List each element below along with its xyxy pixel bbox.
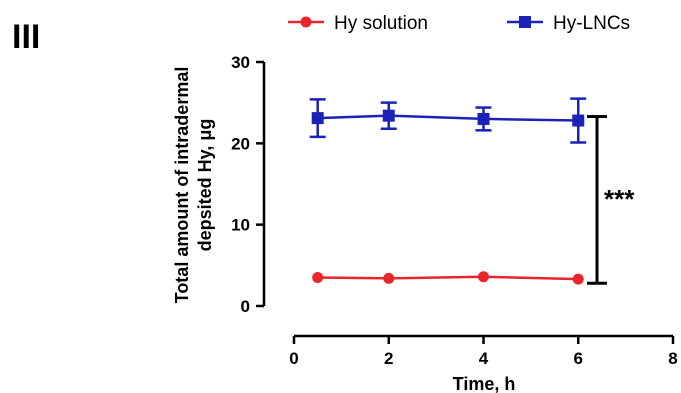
series-1 xyxy=(312,271,584,285)
y-tick-label: 10 xyxy=(231,216,250,235)
series-layer xyxy=(309,97,587,285)
annotation-layer: *** xyxy=(587,114,635,285)
data-point xyxy=(572,273,584,285)
legend-marker xyxy=(300,16,312,28)
legend-entry: Hy-LNCs xyxy=(507,13,630,34)
series-2 xyxy=(309,97,587,144)
series-line xyxy=(317,275,579,281)
y-tick-label: 30 xyxy=(231,53,250,72)
data-point xyxy=(382,109,395,122)
x-tick-label: 4 xyxy=(479,349,489,368)
legend-entry: Hy solution xyxy=(288,13,428,34)
data-point xyxy=(311,112,324,125)
panel-label: III xyxy=(12,18,40,56)
data-point xyxy=(478,271,489,283)
data-point xyxy=(383,272,395,284)
data-point xyxy=(572,114,585,127)
significance-bracket: *** xyxy=(587,114,635,285)
y-tick-label: 20 xyxy=(231,134,250,153)
x-tick-label: 0 xyxy=(289,349,298,368)
y-ticks: 0 10 20 30 xyxy=(231,53,264,316)
series-line xyxy=(317,114,579,122)
legend: Hy solution Hy-LNCs xyxy=(288,13,630,34)
legend-marker xyxy=(519,16,531,28)
x-axis-label: Time, h xyxy=(453,374,516,393)
y-axis-label-line2: depsited Hy, μg xyxy=(195,119,215,252)
data-point xyxy=(312,272,324,284)
legend-label: Hy-LNCs xyxy=(553,13,630,34)
x-tick-label: 6 xyxy=(574,349,583,368)
legend-label: Hy solution xyxy=(334,13,428,34)
x-tick-label: 2 xyxy=(384,349,393,368)
significance-label: *** xyxy=(604,184,635,214)
data-point xyxy=(477,112,490,125)
y-axis-label-line1: Total amount of intradermal xyxy=(172,67,192,304)
x-ticks: 0 2 4 6 8 xyxy=(289,336,678,368)
x-tick-label: 8 xyxy=(668,349,677,368)
y-tick-label: 0 xyxy=(241,297,250,316)
